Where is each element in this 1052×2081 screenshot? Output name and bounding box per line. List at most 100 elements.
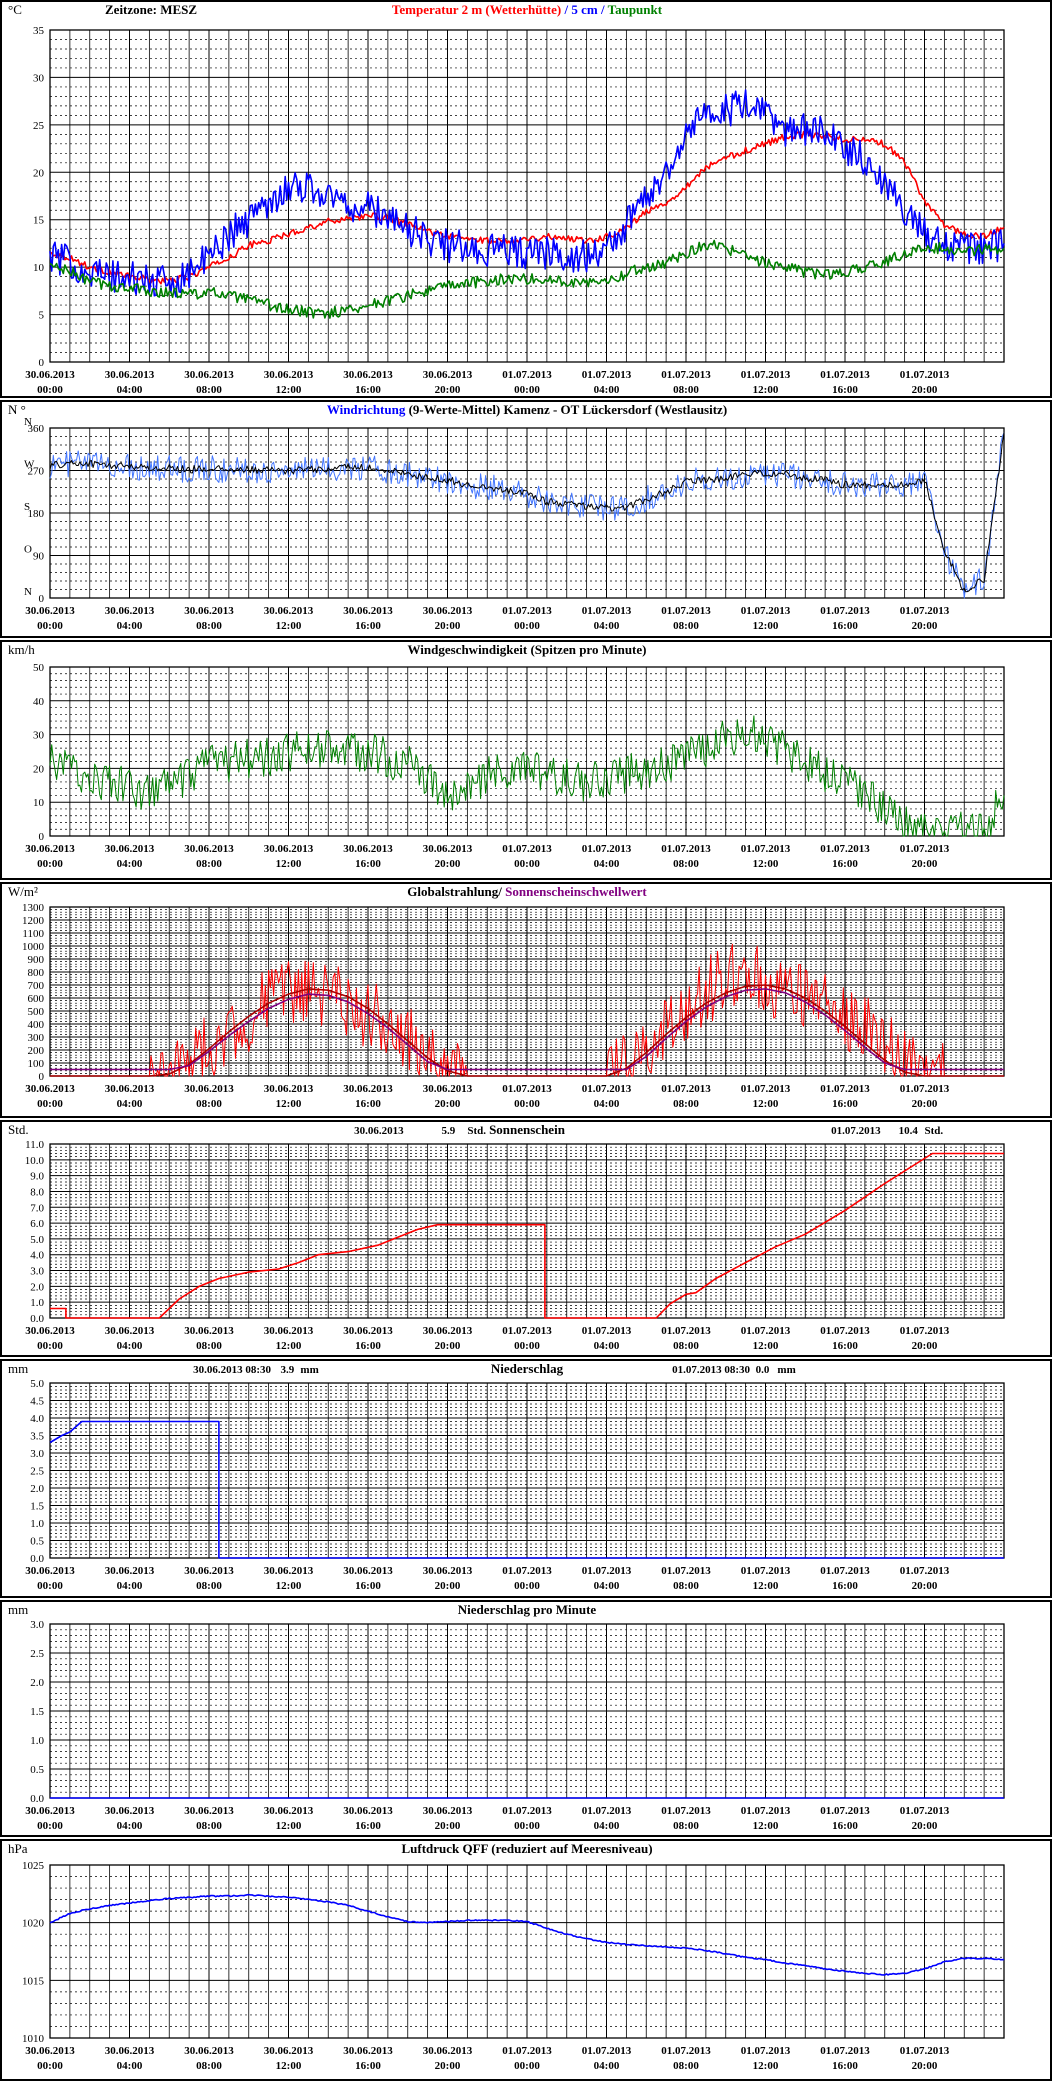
x-tick-date: 01.07.2013 bbox=[900, 605, 950, 617]
y-tick-label: 5 bbox=[39, 310, 45, 322]
chart-title: Sonnenschein bbox=[489, 1122, 566, 1137]
x-tick-date: 30.06.2013 bbox=[25, 2045, 75, 2057]
x-tick-date: 30.06.2013 bbox=[105, 1083, 155, 1095]
x-tick-date: 30.06.2013 bbox=[25, 369, 75, 381]
x-tick-time: 20:00 bbox=[435, 1098, 461, 1110]
series-line-2 bbox=[49, 89, 1005, 298]
chart-panel-7: 0.0 0.5 1.0 1.5 2.0 2.5 3.0mm Niederschlag pro … bbox=[0, 1600, 1052, 1837]
unit-label: hPa bbox=[8, 1841, 28, 1856]
y-tick-label: 5.0 bbox=[30, 1234, 44, 1246]
x-tick-date: 30.06.2013 bbox=[184, 2045, 234, 2057]
x-tick-time: 08:00 bbox=[673, 2060, 699, 2072]
y-tick-label: 30 bbox=[33, 730, 45, 742]
y-tick-label: 800 bbox=[28, 967, 45, 979]
panel-frame bbox=[0, 1359, 1052, 1598]
y-tick-label: 10.0 bbox=[25, 1155, 45, 1167]
x-tick-time: 12:00 bbox=[276, 384, 302, 396]
x-tick-time: 20:00 bbox=[912, 1340, 938, 1352]
x-tick-time: 12:00 bbox=[753, 1820, 779, 1832]
x-tick-time: 20:00 bbox=[912, 1820, 938, 1832]
x-tick-time: 20:00 bbox=[435, 2060, 461, 2072]
series-line-3 bbox=[50, 988, 1004, 1071]
x-tick-time: 04:00 bbox=[117, 384, 143, 396]
x-tick-time: 16:00 bbox=[355, 1820, 381, 1832]
y-tick-label: 40 bbox=[33, 696, 45, 708]
y-tick-label: 700 bbox=[28, 980, 45, 992]
x-tick-time: 16:00 bbox=[355, 858, 381, 870]
chart-title-part: / bbox=[598, 2, 608, 17]
chart-title-part: Niederschlag pro Minute bbox=[458, 1602, 597, 1617]
x-tick-time: 08:00 bbox=[673, 620, 699, 632]
x-tick-time: 04:00 bbox=[117, 858, 143, 870]
x-tick-date: 30.06.2013 bbox=[25, 605, 75, 617]
x-tick-date: 30.06.2013 bbox=[343, 369, 393, 381]
summary-annotation: 30.06.2013 08:30 bbox=[193, 1364, 271, 1376]
x-tick-date: 01.07.2013 bbox=[820, 843, 870, 855]
plot-area bbox=[49, 1864, 1005, 2039]
x-tick-date: 01.07.2013 bbox=[900, 1325, 950, 1337]
x-tick-date: 01.07.2013 bbox=[661, 843, 711, 855]
x-tick-date: 01.07.2013 bbox=[502, 605, 552, 617]
x-tick-date: 01.07.2013 bbox=[900, 1083, 950, 1095]
x-tick-date: 01.07.2013 bbox=[900, 2045, 950, 2057]
x-tick-date: 30.06.2013 bbox=[184, 369, 234, 381]
unit-label: N ° bbox=[8, 402, 26, 417]
y-tick-label: 3.5 bbox=[30, 1431, 44, 1443]
chart-title-part: Taupunkt bbox=[608, 2, 663, 17]
panel-frame bbox=[0, 1839, 1052, 2081]
x-tick-time: 00:00 bbox=[37, 1580, 63, 1592]
x-tick-date: 01.07.2013 bbox=[661, 605, 711, 617]
y-tick-label: 3.0 bbox=[30, 1619, 44, 1631]
x-tick-date: 01.07.2013 bbox=[741, 1805, 791, 1817]
y-tick-label: 0.5 bbox=[30, 1536, 44, 1548]
y-tick-label: 180 bbox=[28, 508, 45, 520]
x-tick-time: 12:00 bbox=[753, 858, 779, 870]
plot-area bbox=[49, 427, 1005, 599]
y-tick-label: 2.0 bbox=[30, 1677, 44, 1689]
chart-title: Windgeschwindigkeit (Spitzen pro Minute) bbox=[408, 642, 647, 657]
x-tick-date: 30.06.2013 bbox=[264, 2045, 314, 2057]
series-line-1 bbox=[49, 1420, 1004, 1559]
x-tick-date: 01.07.2013 bbox=[502, 1565, 552, 1577]
x-tick-time: 08:00 bbox=[196, 1580, 222, 1592]
x-tick-time: 04:00 bbox=[594, 1820, 620, 1832]
x-tick-date: 30.06.2013 bbox=[423, 2045, 473, 2057]
chart-title-part: Windgeschwindigkeit (Spitzen pro Minute) bbox=[408, 642, 647, 657]
direction-label: S bbox=[24, 501, 30, 513]
y-tick-label: 1200 bbox=[22, 915, 45, 927]
y-tick-label: 300 bbox=[28, 1032, 45, 1044]
x-tick-date: 30.06.2013 bbox=[184, 1565, 234, 1577]
chart-title-part: / bbox=[561, 2, 571, 17]
chart-panel-5: 0.0 1.0 2.0 3.0 4.0 5.0 6.0 7.0 8.0 9.0 10.0 11.0 St… bbox=[0, 1120, 1052, 1357]
x-tick-date: 01.07.2013 bbox=[661, 1083, 711, 1095]
x-tick-date: 30.06.2013 bbox=[264, 369, 314, 381]
series-line-3 bbox=[49, 239, 1005, 319]
chart-title-part: Sonnenscheinschwellwert bbox=[505, 884, 647, 899]
chart-title: Niederschlag bbox=[491, 1361, 564, 1376]
summary-annotation: 30.06.2013 bbox=[354, 1125, 404, 1137]
x-tick-date: 30.06.2013 bbox=[25, 843, 75, 855]
summary-annotation: 01.07.2013 08:30 bbox=[672, 1364, 750, 1376]
x-tick-time: 08:00 bbox=[196, 1340, 222, 1352]
chart-panel-3: 0 10 20 30 40 50 km/h Windgeschwindigkeit (Spit… bbox=[0, 640, 1052, 880]
summary-annotation: 3.9 bbox=[281, 1364, 295, 1376]
x-tick-time: 04:00 bbox=[117, 1098, 143, 1110]
x-tick-date: 01.07.2013 bbox=[741, 1565, 791, 1577]
panel-frame bbox=[0, 1600, 1052, 1837]
x-tick-time: 04:00 bbox=[594, 1340, 620, 1352]
x-tick-date: 01.07.2013 bbox=[741, 369, 791, 381]
x-tick-date: 30.06.2013 bbox=[423, 1805, 473, 1817]
unit-label: °C bbox=[8, 2, 22, 17]
y-tick-label: 2.5 bbox=[30, 1466, 44, 1478]
x-tick-date: 01.07.2013 bbox=[502, 1805, 552, 1817]
chart-title-part: Niederschlag bbox=[491, 1361, 564, 1376]
x-tick-time: 12:00 bbox=[276, 1820, 302, 1832]
series-line-2 bbox=[50, 984, 1004, 1077]
x-tick-time: 20:00 bbox=[912, 1098, 938, 1110]
plot-area bbox=[49, 666, 1005, 837]
x-tick-date: 01.07.2013 bbox=[661, 1805, 711, 1817]
x-tick-time: 16:00 bbox=[832, 1098, 858, 1110]
y-tick-label: 6.0 bbox=[30, 1218, 44, 1230]
y-tick-label: 11.0 bbox=[25, 1139, 44, 1151]
